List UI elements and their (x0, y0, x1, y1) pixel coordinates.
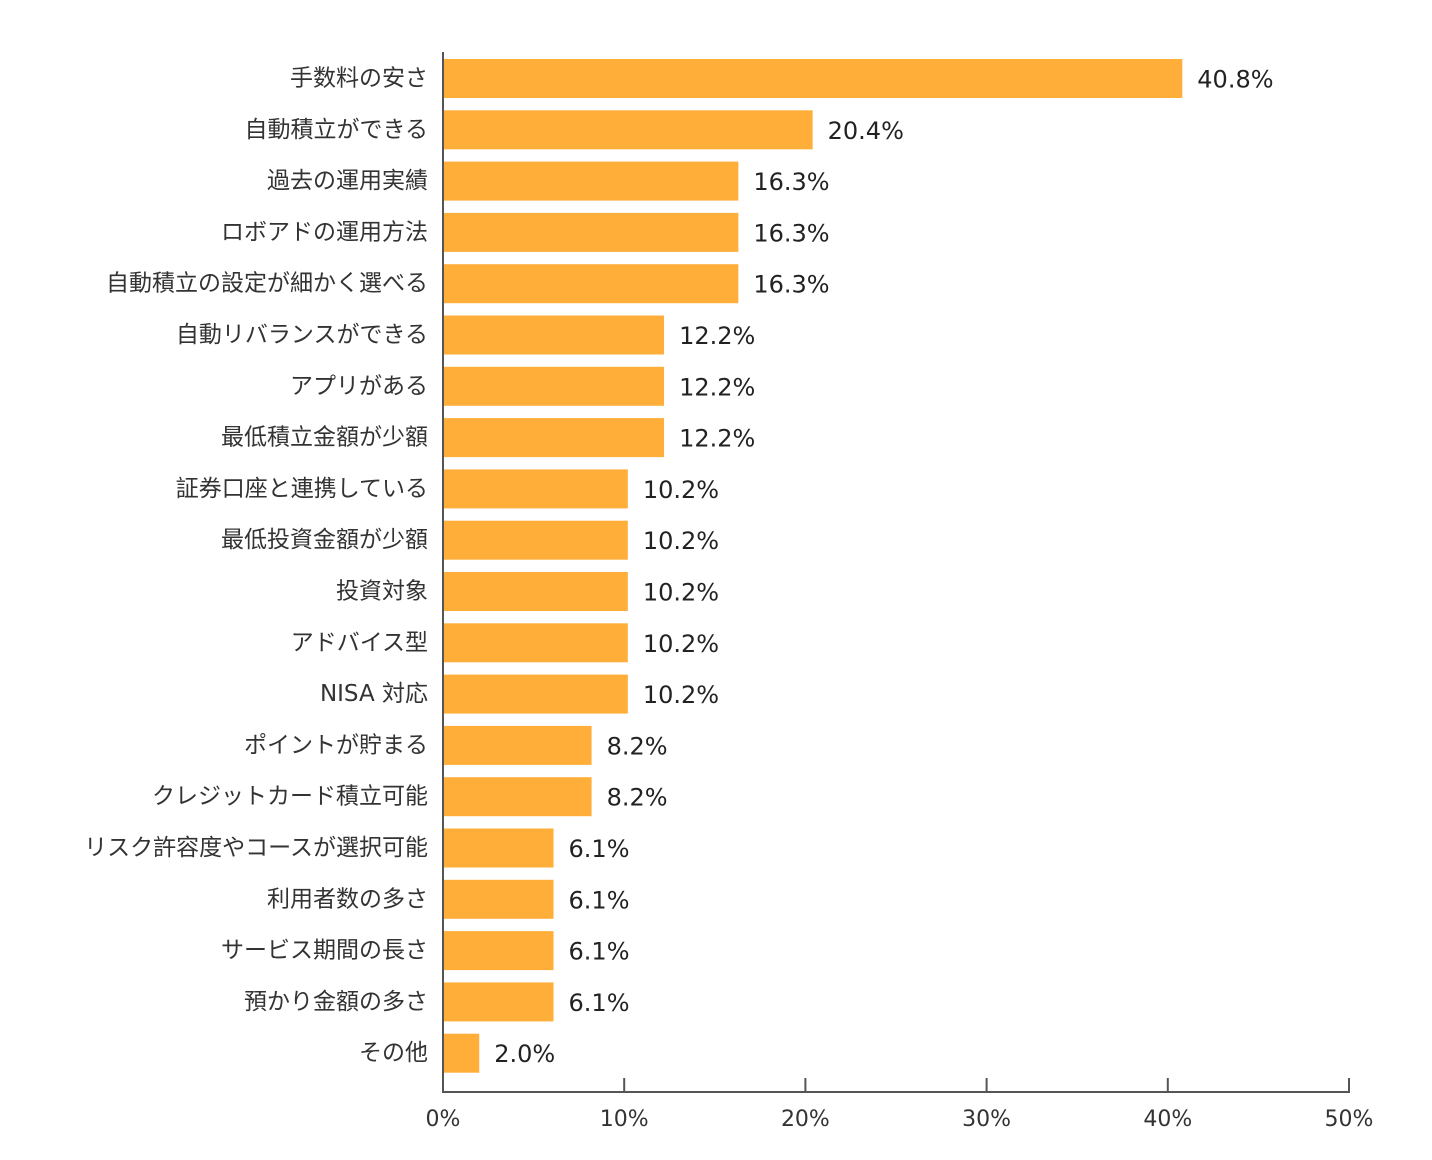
value-label-3: 16.3% (753, 168, 829, 196)
bar-6 (444, 315, 665, 355)
x-tick-label-3: 30% (962, 1107, 1011, 1132)
value-label-20: 2.0% (494, 1040, 555, 1068)
category-label-3: 過去の運用実績 (267, 168, 428, 194)
bar-19 (444, 982, 554, 1022)
bar-3 (444, 161, 739, 201)
category-label-11: 投資対象 (336, 579, 428, 605)
value-label-14: 8.2% (607, 732, 668, 760)
bar-20 (444, 1033, 480, 1073)
value-label-15: 8.2% (607, 784, 668, 812)
value-label-4: 16.3% (753, 219, 829, 247)
category-label-4: ロボアドの運用方法 (221, 219, 428, 245)
value-label-5: 16.3% (753, 271, 829, 299)
bar-10 (444, 520, 628, 560)
category-label-9: 証券口座と連携している (176, 476, 428, 502)
value-label-18: 6.1% (569, 938, 630, 966)
x-tick-label-0: 0% (426, 1107, 461, 1132)
bar-8 (444, 418, 665, 458)
category-label-18: サービス期間の長さ (221, 938, 428, 964)
bar-17 (444, 879, 554, 919)
value-label-6: 12.2% (679, 322, 755, 350)
bar-18 (444, 931, 554, 971)
bar-9 (444, 469, 628, 509)
category-label-13: NISA 対応 (320, 681, 428, 707)
category-label-15: クレジットカード積立可能 (152, 784, 428, 810)
value-label-9: 10.2% (643, 476, 719, 504)
category-label-20: その他 (359, 1040, 428, 1066)
value-label-8: 12.2% (679, 425, 755, 453)
category-label-16: リスク許容度やコースが選択可能 (84, 835, 428, 861)
x-ticks-group: 0% 10% 20% 30% 40% 50% (426, 1078, 1374, 1132)
bar-15 (444, 777, 592, 817)
category-label-10: 最低投資金額が少額 (221, 527, 428, 553)
value-label-13: 10.2% (643, 681, 719, 709)
category-label-7: アプリがある (290, 373, 428, 399)
value-label-1: 40.8% (1197, 66, 1273, 94)
x-tick-label-1: 10% (600, 1107, 649, 1132)
bar-2 (444, 110, 813, 150)
category-label-5: 自動積立の設定が細かく選べる (106, 271, 428, 297)
value-label-12: 10.2% (643, 630, 719, 658)
category-label-6: 自動リバランスができる (176, 322, 428, 348)
category-label-19: 預かり金額の多さ (244, 989, 428, 1015)
bar-13 (444, 674, 628, 714)
bar-14 (444, 725, 592, 765)
value-label-19: 6.1% (569, 989, 630, 1017)
value-label-2: 20.4% (828, 117, 904, 145)
x-tick-label-4: 40% (1143, 1107, 1192, 1132)
bar-4 (444, 212, 739, 252)
bar-1 (444, 59, 1183, 98)
category-label-2: 自動積立ができる (244, 117, 428, 143)
value-label-16: 6.1% (569, 835, 630, 863)
value-label-10: 10.2% (643, 527, 719, 555)
category-labels-group: 手数料の安さ自動積立ができる過去の運用実績ロボアドの運用方法自動積立の設定が細か… (84, 66, 428, 1067)
value-labels-group: 40.8% 20.4% 16.3% 16.3% 16.3% 12.2% 12.2% 12.2%… (494, 66, 1273, 1069)
category-label-17: 利用者数の多さ (267, 886, 428, 912)
category-label-8: 最低積立金額が少額 (221, 425, 428, 451)
bars-group (444, 59, 1183, 1073)
category-label-12: アドバイス型 (291, 630, 428, 656)
value-label-11: 10.2% (643, 579, 719, 607)
category-label-1: 手数料の安さ (290, 66, 428, 92)
value-label-17: 6.1% (569, 886, 630, 914)
bar-12 (444, 623, 628, 663)
x-tick-label-2: 20% (781, 1107, 830, 1132)
bar-11 (444, 572, 628, 611)
x-tick-label-5: 50% (1325, 1107, 1374, 1132)
bar-5 (444, 264, 739, 304)
bar-16 (444, 828, 554, 868)
category-label-14: ポイントが貯まる (244, 732, 428, 758)
value-label-7: 12.2% (679, 373, 755, 401)
bar-7 (444, 366, 665, 406)
